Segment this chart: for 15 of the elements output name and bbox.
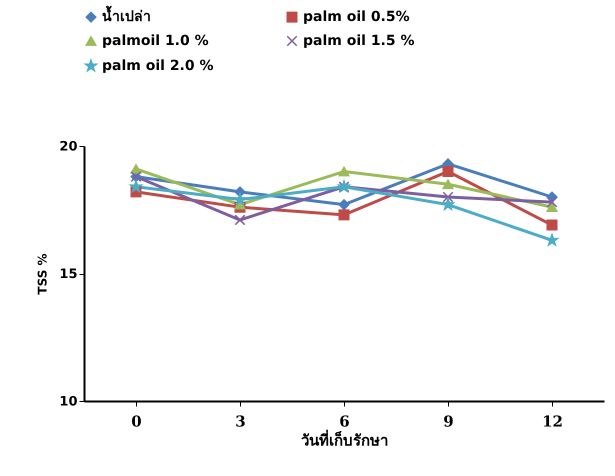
x-axis-title: วันที่เก็บรักษา bbox=[301, 430, 388, 450]
x-tick-label: 12 bbox=[542, 412, 563, 430]
legend-label: น้ำเปล่า bbox=[102, 5, 151, 26]
legend-label: palmoil 1.0 % bbox=[102, 33, 209, 49]
x-tick-label: 3 bbox=[235, 412, 246, 430]
x-tick-label: 0 bbox=[131, 412, 142, 430]
x-tick-label: 6 bbox=[339, 412, 350, 430]
y-tick-label: 15 bbox=[59, 267, 78, 282]
legend-label: palm oil 1.5 % bbox=[303, 33, 415, 49]
y-axis-title: TSS % bbox=[35, 253, 50, 295]
x-tick-label: 9 bbox=[443, 412, 454, 430]
y-tick-label: 20 bbox=[59, 140, 78, 154]
legend-label: palm oil 2.0 % bbox=[102, 58, 214, 74]
legend-label: palm oil 0.5% bbox=[303, 9, 410, 26]
y-tick-label: 10 bbox=[59, 394, 78, 410]
